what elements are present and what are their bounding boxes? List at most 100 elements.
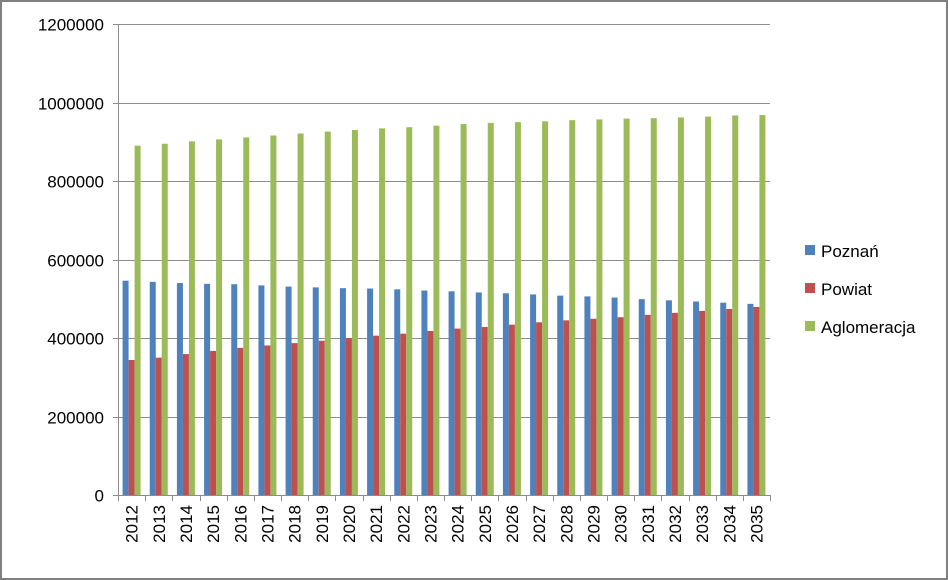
bar-pozna--2013 [149, 281, 156, 495]
x-tick-label: 2018 [286, 505, 305, 543]
bar-pozna--2030 [611, 297, 618, 495]
x-tick-label: 2028 [557, 505, 576, 543]
gridlines [118, 24, 770, 418]
x-tick-label: 2035 [747, 505, 766, 543]
y-tick-label: 200000 [47, 409, 104, 428]
x-tick-label: 2014 [177, 505, 196, 543]
x-tick-label: 2020 [340, 505, 359, 543]
axes [113, 24, 771, 501]
x-axis-tick-labels: 2012 2013 2014 2015 2016 2017 2018 2019 2020 2021… [123, 505, 767, 543]
bar-pozna--2012 [122, 280, 129, 495]
bar-aglomeracja-2035 [759, 115, 766, 495]
y-axis-tick-labels: 0 200000 400000 600000 800000 1000000 1200000 [38, 16, 104, 506]
bar-pozna--2035 [747, 303, 754, 495]
x-tick-label: 2033 [693, 505, 712, 543]
bar-pozna--2014 [176, 283, 183, 495]
bar-pozna--2029 [584, 296, 591, 495]
bar-aglomeracja-2027 [542, 121, 549, 495]
bar-aglomeracja-2017 [270, 135, 277, 495]
bar-powiat-2035 [753, 306, 760, 495]
bar-aglomeracja-2019 [324, 131, 331, 496]
bar-pozna--2034 [720, 302, 727, 495]
bar-aglomeracja-2022 [406, 127, 413, 495]
bar-powiat-2022 [400, 333, 407, 495]
legend-label: Powiat [821, 280, 872, 299]
bar-pozna--2019 [312, 287, 319, 495]
x-tick-label: 2024 [449, 505, 468, 543]
bar-pozna--2017 [258, 285, 265, 495]
bar-aglomeracja-2013 [161, 143, 168, 495]
x-tick-label: 2026 [503, 505, 522, 543]
legend-label: Aglomeracja [821, 318, 916, 337]
bar-pozna--2015 [204, 283, 211, 495]
bar-pozna--2018 [285, 286, 292, 495]
bar-powiat-2025 [481, 327, 488, 495]
legend: Poznań Powiat Aglomeracja [805, 242, 916, 337]
bar-powiat-2026 [508, 324, 515, 495]
x-tick-label: 2031 [639, 505, 658, 543]
bar-powiat-2032 [671, 312, 678, 495]
bar-pozna--2025 [475, 292, 482, 495]
bar-pozna--2031 [638, 299, 645, 495]
y-tick-label: 400000 [47, 330, 104, 349]
bar-powiat-2028 [563, 320, 570, 495]
x-tick-label: 2032 [666, 505, 685, 543]
x-tick-label: 2023 [421, 505, 440, 543]
y-tick-label: 600000 [47, 252, 104, 271]
x-tick-label: 2013 [150, 505, 169, 543]
x-tick-label: 2030 [612, 505, 631, 543]
y-tick-label: 1000000 [38, 95, 104, 114]
bar-pozna--2020 [339, 288, 346, 495]
y-tick-label: 1200000 [38, 16, 104, 35]
bar-powiat-2033 [699, 310, 706, 495]
x-tick-label: 2017 [258, 505, 277, 543]
bar-pozna--2024 [448, 291, 455, 495]
bar-aglomeracja-2023 [433, 125, 440, 495]
bar-powiat-2030 [617, 317, 624, 495]
bar-powiat-2023 [427, 330, 434, 495]
bar-aglomeracja-2028 [569, 120, 576, 495]
bar-pozna--2028 [557, 295, 564, 495]
legend-swatch [805, 283, 815, 293]
x-tick-label: 2034 [720, 505, 739, 543]
bar-pozna--2032 [665, 300, 672, 495]
bar-aglomeracja-2031 [650, 118, 657, 495]
bar-aglomeracja-2033 [705, 116, 712, 495]
bar-aglomeracja-2012 [134, 145, 141, 496]
x-tick-label: 2012 [123, 505, 142, 543]
bar-powiat-2021 [373, 335, 380, 495]
bar-powiat-2031 [644, 314, 651, 495]
bar-aglomeracja-2020 [351, 129, 358, 495]
bar-aglomeracja-2025 [487, 122, 494, 495]
legend-label: Poznań [821, 242, 879, 261]
bar-powiat-2012 [128, 359, 135, 495]
bar-pozna--2022 [394, 289, 401, 495]
bar-pozna--2021 [367, 288, 374, 495]
x-tick-label: 2015 [204, 505, 223, 543]
bar-pozna--2023 [421, 290, 428, 495]
bar-powiat-2018 [291, 343, 298, 495]
x-tick-label: 2029 [584, 505, 603, 543]
bar-aglomeracja-2030 [623, 118, 630, 495]
bar-aglomeracja-2029 [596, 119, 603, 495]
bar-aglomeracja-2021 [379, 128, 386, 495]
bars-group [122, 115, 766, 496]
y-tick-label: 800000 [47, 173, 104, 192]
bar-aglomeracja-2014 [188, 141, 195, 496]
legend-swatch [805, 245, 815, 255]
bar-aglomeracja-2032 [677, 117, 684, 495]
bar-aglomeracja-2024 [460, 124, 467, 496]
bar-powiat-2014 [182, 354, 189, 495]
x-tick-label: 2021 [367, 505, 386, 543]
bar-powiat-2013 [155, 357, 162, 495]
bar-aglomeracja-2015 [216, 139, 223, 495]
bar-pozna--2027 [530, 294, 537, 495]
x-tick-label: 2022 [394, 505, 413, 543]
bar-powiat-2019 [318, 340, 325, 495]
bar-pozna--2026 [502, 293, 509, 495]
bar-powiat-2024 [454, 328, 461, 495]
y-tick-label: 0 [95, 487, 104, 506]
bar-powiat-2015 [210, 350, 217, 495]
bar-aglomeracja-2026 [514, 122, 521, 495]
